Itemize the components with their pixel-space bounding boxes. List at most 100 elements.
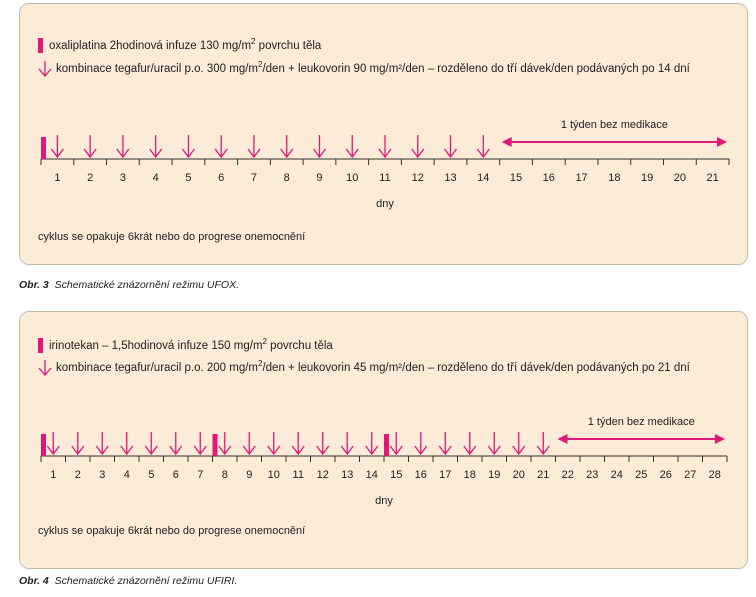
day-label: 5 (185, 172, 191, 184)
oral-dose-arrow (316, 432, 330, 456)
oral-dose-arrow (411, 135, 425, 159)
caption-text: Schematické znázornění režimu UFIRI. (54, 575, 238, 587)
oral-dose-arrow (193, 432, 207, 456)
infusion-bar (41, 434, 46, 456)
legend-arrow-row: kombinace tegafur/uracil p.o. 200 mg/m2/… (38, 360, 690, 376)
day-label: 19 (488, 469, 500, 481)
day-label: 20 (674, 172, 686, 184)
day-label: 9 (246, 469, 252, 481)
oral-dose-arrow (378, 135, 392, 159)
infusion-bar (41, 137, 46, 159)
day-label: 13 (444, 172, 456, 184)
day-label: 10 (346, 172, 358, 184)
day-label: 21 (537, 469, 549, 481)
legend-arrow-row: kombinace tegafur/uracil p.o. 300 mg/m2/… (38, 61, 690, 77)
legend-bar-text: oxaliplatina 2hodinová infuze 130 mg/m2 … (49, 36, 322, 52)
oral-dose-arrow (345, 135, 359, 159)
day-label: 14 (366, 469, 378, 481)
day-label: 8 (222, 469, 228, 481)
oral-dose-arrow (389, 432, 403, 456)
day-label: 16 (543, 172, 555, 184)
day-label: 4 (124, 469, 130, 481)
caption-number: Obr. 4 (19, 575, 49, 587)
oral-dose-arrow (169, 432, 183, 456)
day-label: 23 (586, 469, 598, 481)
oral-dose-arrow (50, 135, 64, 159)
day-label: 12 (317, 469, 329, 481)
no-medication-label: 1 týden bez medikace (588, 416, 695, 428)
oral-dose-arrow (181, 135, 195, 159)
no-medication-arrow (557, 434, 725, 444)
oral-dose-arrow (463, 432, 477, 456)
day-label: 1 (50, 469, 56, 481)
day-label: 14 (477, 172, 489, 184)
day-label: 6 (173, 469, 179, 481)
oral-dose-arrow-icon (38, 360, 52, 376)
day-label: 24 (611, 469, 623, 481)
day-label: 22 (562, 469, 574, 481)
legend-bar-row: oxaliplatina 2hodinová infuze 130 mg/m2 … (38, 36, 322, 53)
day-label: 18 (464, 469, 476, 481)
oral-dose-arrow (414, 432, 428, 456)
day-label: 15 (510, 172, 522, 184)
oral-dose-arrow (365, 432, 379, 456)
day-label: 12 (412, 172, 424, 184)
day-label: 2 (75, 469, 81, 481)
cycle-note: cyklus se opakuje 6krát nebo do progrese… (38, 525, 306, 537)
day-label: 16 (415, 469, 427, 481)
legend-arrow-text: kombinace tegafur/uracil p.o. 300 mg/m2/… (56, 60, 690, 75)
day-label: 11 (293, 469, 304, 481)
day-label: 4 (153, 172, 159, 184)
day-label: 10 (268, 469, 280, 481)
day-label: 17 (575, 172, 587, 184)
legend-arrow-text: kombinace tegafur/uracil p.o. 200 mg/m2/… (56, 359, 690, 374)
caption-text: Schematické znázornění režimu UFOX. (54, 279, 240, 291)
day-label: 13 (341, 469, 353, 481)
day-label: 3 (120, 172, 126, 184)
oral-dose-arrow (487, 432, 501, 456)
legend-bar-row: irinotekan – 1,5hodinová infuze 150 mg/m… (38, 336, 333, 353)
day-label: 17 (439, 469, 451, 481)
day-label: 3 (99, 469, 105, 481)
figure-caption: Obr. 3 Schematické znázornění režimu UFO… (19, 279, 239, 291)
oral-dose-arrow-icon (38, 61, 52, 77)
oral-dose-arrow (214, 135, 228, 159)
day-label: 27 (684, 469, 696, 481)
oral-dose-arrow (116, 135, 130, 159)
day-label: 7 (197, 469, 203, 481)
day-label: 21 (706, 172, 718, 184)
figure-panel-ufox: oxaliplatina 2hodinová infuze 130 mg/m2 … (19, 3, 748, 265)
oral-dose-arrow (512, 432, 526, 456)
day-label: 15 (390, 469, 402, 481)
no-medication-label: 1 týden bez medikace (561, 119, 668, 131)
day-label: 18 (608, 172, 620, 184)
legend-bar-text: irinotekan – 1,5hodinová infuze 150 mg/m… (49, 336, 333, 352)
oral-dose-arrow (218, 432, 232, 456)
oral-dose-arrow (280, 135, 294, 159)
no-medication-arrow (501, 137, 727, 147)
day-label: 28 (709, 469, 721, 481)
oral-dose-arrow (536, 432, 550, 456)
infusion-bar-icon (38, 38, 43, 53)
infusion-bar-icon (38, 338, 43, 353)
timeline-ufiri: 1 2 3 4 5 6 7 8 9 10 11 12 13 14 15 16 17 18 19 20 21 22 23 24 2… (40, 416, 728, 507)
infusion-bar (384, 434, 389, 456)
axis-label: dny (375, 495, 393, 507)
day-label: 8 (284, 172, 290, 184)
day-label: 26 (660, 469, 672, 481)
oral-dose-arrow (340, 432, 354, 456)
oral-dose-arrow (71, 432, 85, 456)
oral-dose-arrow (242, 432, 256, 456)
day-label: 19 (641, 172, 653, 184)
oral-dose-arrow (312, 135, 326, 159)
axis-label: dny (376, 198, 394, 210)
day-label: 5 (148, 469, 154, 481)
cycle-note: cyklus se opakuje 6krát nebo do progrese… (38, 231, 306, 243)
oral-dose-arrow (476, 135, 490, 159)
day-label: 11 (379, 172, 390, 184)
day-label: 25 (635, 469, 647, 481)
oral-dose-arrow (247, 135, 261, 159)
figure-caption: Obr. 4 Schematické znázornění režimu UFI… (19, 575, 237, 587)
day-label: 2 (87, 172, 93, 184)
